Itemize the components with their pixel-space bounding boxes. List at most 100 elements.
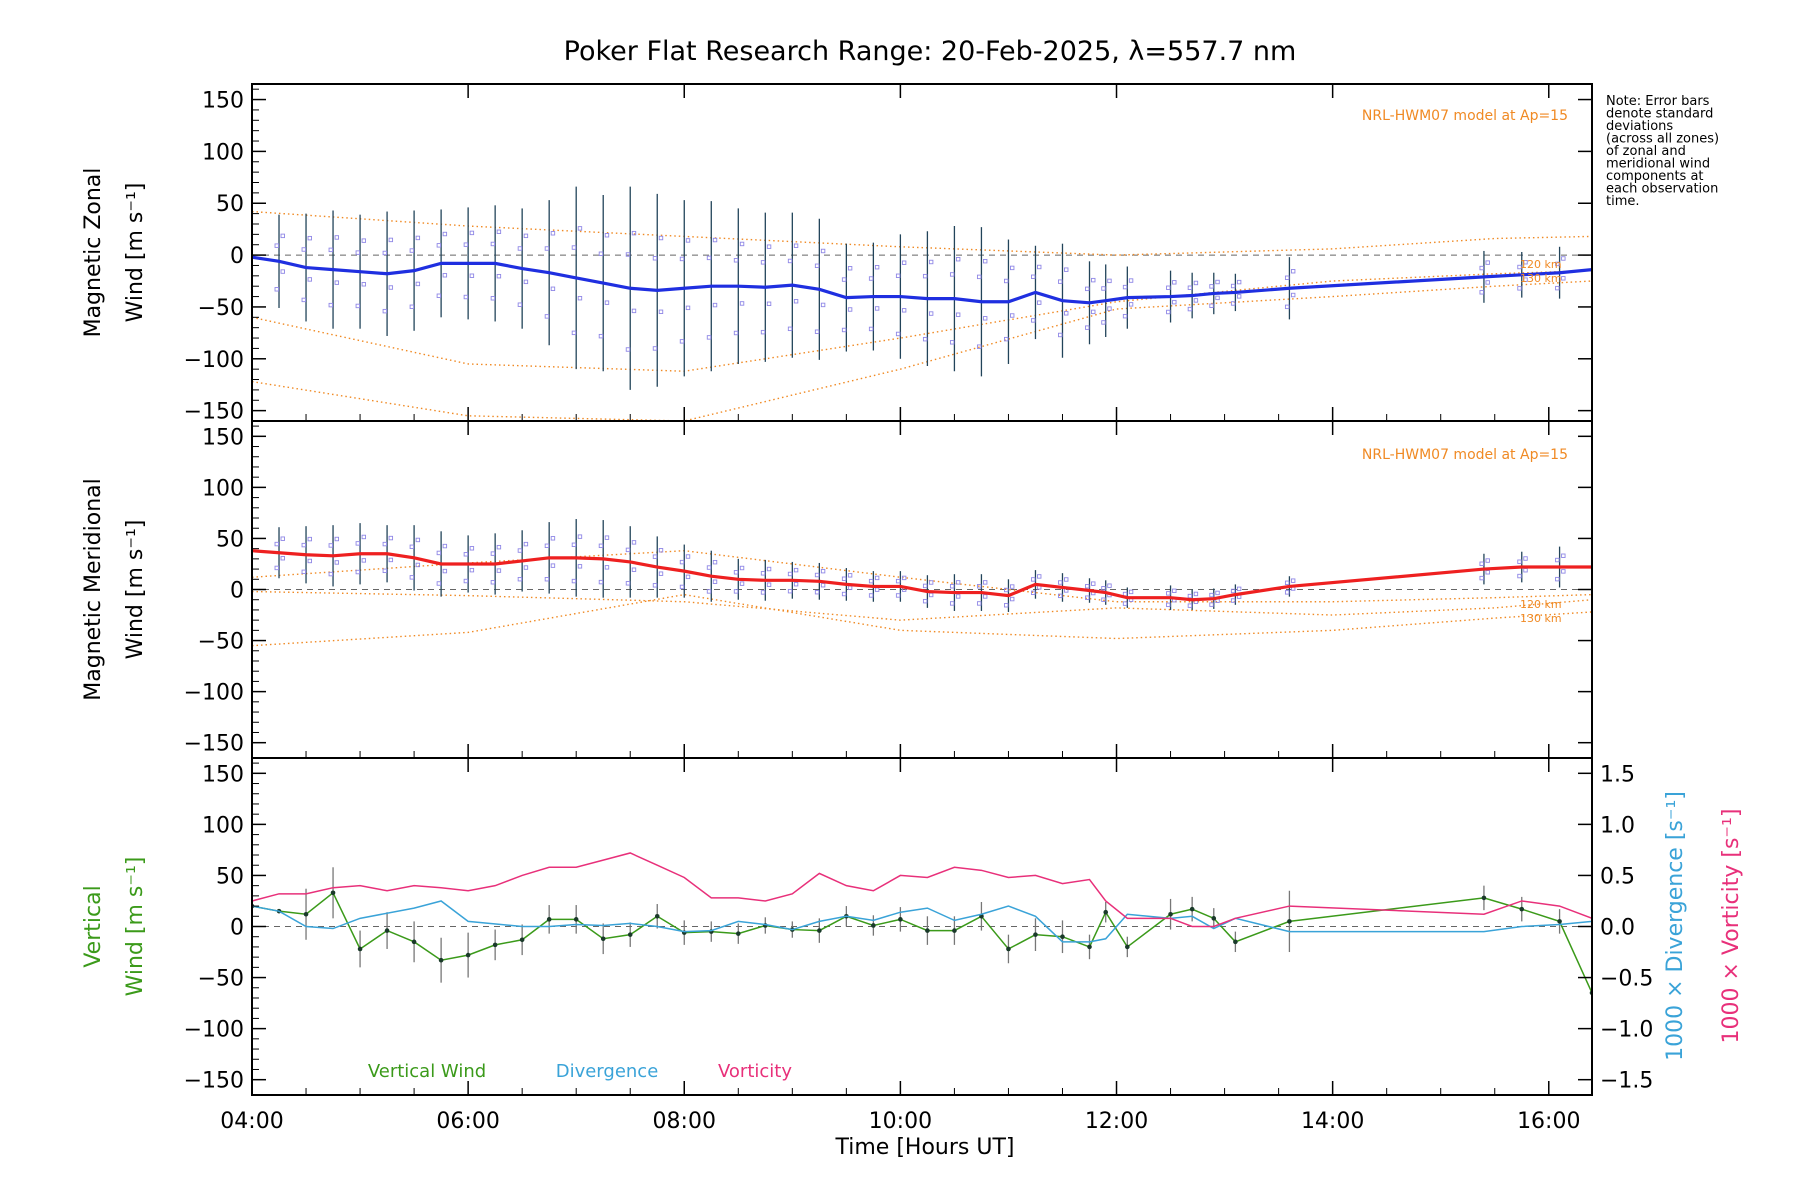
zone-marker (685, 554, 691, 559)
zone-marker (1555, 285, 1560, 291)
zone-marker (523, 541, 529, 547)
zone-marker (1215, 295, 1220, 301)
zone-marker (1215, 590, 1220, 596)
zone-marker (280, 233, 285, 239)
zone-marker (361, 282, 367, 287)
zone-marker (685, 238, 691, 243)
zone-marker (928, 580, 934, 585)
zone-marker (976, 344, 982, 349)
zone-marker (841, 591, 847, 597)
zone-marker (766, 582, 772, 587)
zone-marker (1085, 325, 1090, 330)
zone-marker (355, 250, 361, 255)
zone-marker (841, 327, 847, 333)
zone-marker (355, 303, 361, 309)
zone-marker (895, 578, 901, 584)
zone-marker (868, 578, 874, 584)
zone-marker (631, 567, 637, 572)
model-curve-upper (252, 210, 1592, 256)
zone-marker (706, 565, 712, 570)
zone-marker (1085, 286, 1090, 292)
zone-marker (1031, 577, 1036, 582)
zone-marker (787, 326, 793, 332)
zone-marker (928, 592, 934, 598)
zone-marker (517, 548, 523, 553)
zone-marker (760, 590, 766, 595)
zone-marker (868, 593, 874, 598)
zone-marker (874, 265, 880, 270)
zone-marker (733, 258, 739, 263)
zone-marker (328, 247, 333, 253)
vertical-wind-point (1006, 946, 1011, 952)
vertical-wind-point (1233, 939, 1238, 945)
zone-marker (274, 565, 279, 571)
zone-marker (1004, 587, 1009, 593)
vertical-wind-point (1168, 911, 1173, 917)
vertical-wind-point (871, 923, 876, 928)
zone-marker (1236, 294, 1242, 299)
zone-marker (787, 258, 793, 264)
vertical-wind-point (627, 932, 633, 937)
zone-marker (490, 580, 496, 585)
zone-marker (1561, 569, 1566, 574)
vertical-wind-point (1519, 906, 1525, 912)
zone-marker (598, 333, 604, 339)
zone-marker (949, 272, 955, 277)
zone-marker (712, 559, 718, 565)
zone-marker (928, 259, 934, 265)
zone-marker (388, 285, 394, 290)
zone-marker (415, 281, 421, 287)
zone-marker (820, 302, 826, 308)
zone-marker (463, 578, 469, 584)
zone-marker (328, 302, 333, 308)
zone-marker (949, 340, 955, 345)
zone-marker (1284, 275, 1290, 280)
zone-marker (679, 584, 685, 590)
zone-marker (409, 544, 415, 550)
zone-marker (814, 590, 820, 595)
zone-marker (949, 584, 955, 589)
zone-marker (463, 294, 469, 300)
zone-marker (328, 543, 333, 548)
zone-marker (658, 548, 664, 553)
zone-marker (1107, 583, 1112, 588)
y-tick-label: 100 (202, 813, 244, 838)
zone-marker (631, 540, 637, 545)
model-curve-extra (252, 590, 1592, 621)
zone-marker (274, 287, 279, 292)
vertical-wind-point (303, 911, 309, 917)
right-tick-label: 1.0 (1600, 813, 1635, 838)
y-tick-label: 150 (202, 425, 244, 450)
zone-marker (274, 243, 279, 248)
zone-marker (814, 263, 820, 268)
vertical-wind-point (1287, 919, 1292, 924)
zone-marker (577, 564, 583, 569)
zone-marker (1485, 558, 1490, 563)
zone-marker (814, 329, 820, 334)
zone-marker (1010, 584, 1015, 589)
legend-item: Divergence (556, 1061, 659, 1082)
zone-marker (307, 558, 312, 564)
y-tick-label: −50 (198, 967, 244, 992)
zone-marker (604, 535, 610, 540)
zone-marker (1523, 556, 1528, 561)
zone-marker (901, 260, 907, 265)
zone-marker (280, 556, 285, 561)
vertical-wind-point (357, 946, 363, 952)
zone-marker (280, 269, 285, 274)
zone-marker (604, 565, 610, 570)
zone-marker (598, 543, 604, 549)
vertical-wind-point (1557, 919, 1562, 924)
zone-marker (652, 554, 658, 559)
zone-marker (382, 568, 388, 574)
zone-marker (1058, 332, 1063, 338)
model-km-label: 130 km (1520, 272, 1562, 285)
zone-marker (766, 301, 772, 306)
zone-marker (679, 256, 685, 262)
y-tick-label: −100 (184, 681, 244, 706)
divergence-axis-label: 1000 × Divergence [s⁻¹] (1663, 791, 1688, 1061)
zone-marker (982, 580, 988, 585)
vertical-wind-point (735, 931, 741, 936)
zone-marker (1290, 578, 1296, 583)
zone-marker (301, 569, 306, 575)
